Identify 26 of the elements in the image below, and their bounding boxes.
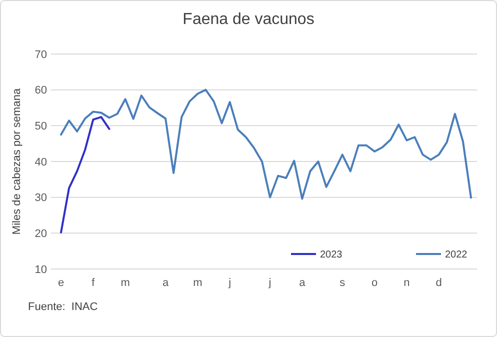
source-note: Fuente: INAC — [28, 301, 98, 313]
x-tick-label: j — [228, 277, 232, 289]
y-tick-label: 20 — [34, 228, 47, 240]
y-tick-label: 50 — [34, 120, 47, 133]
x-tick-label: e — [58, 277, 64, 289]
line-series — [60, 88, 472, 200]
y-tick-label: 10 — [34, 264, 47, 276]
legend-label: 2022 — [445, 250, 468, 260]
line-series — [60, 116, 110, 234]
x-tick-label: m — [120, 277, 130, 289]
x-tick-label: n — [404, 277, 410, 289]
x-tick-label: d — [436, 277, 442, 289]
y-tick-label: 70 — [34, 48, 47, 61]
chart-title: Faena de vacunos — [182, 11, 314, 28]
y-tick-label: 60 — [34, 84, 47, 97]
x-tick-label: o — [371, 277, 378, 289]
x-tick-label: a — [162, 277, 170, 289]
y-tick-label: 30 — [34, 192, 47, 204]
y-axis-title: Miles de cabezas por semana — [11, 88, 23, 235]
x-tick-label: a — [299, 277, 306, 289]
y-tick-label: 40 — [34, 156, 47, 168]
x-tick-label: m — [193, 277, 202, 289]
x-tick-label: j — [268, 277, 272, 289]
x-tick-label: s — [340, 277, 346, 289]
legend-label: 2023 — [320, 250, 343, 260]
x-tick-label: f — [92, 277, 96, 289]
